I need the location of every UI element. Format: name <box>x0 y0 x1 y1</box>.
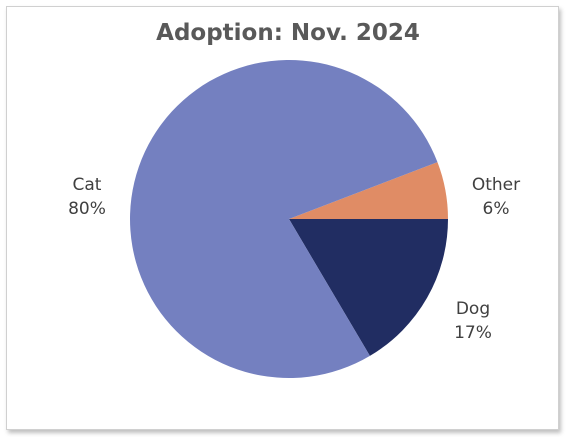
slice-label-cat: Cat <box>73 175 102 195</box>
pie-slice-other <box>289 162 448 219</box>
slice-value-label-dog: 17% <box>454 323 492 343</box>
slice-value-label-cat: 80% <box>68 199 106 219</box>
slice-label-dog: Dog <box>456 299 490 319</box>
pie-slice-dog <box>289 219 448 356</box>
pie-slice-cat <box>130 59 438 378</box>
slice-label-other: Other <box>472 175 520 195</box>
chart-title: Adoption: Nov. 2024 <box>156 20 420 46</box>
slice-value-label-other: 6% <box>483 199 510 219</box>
slice-labels: Other 6% Dog 17% Cat 80% <box>68 175 520 343</box>
pie-slices <box>130 59 448 378</box>
